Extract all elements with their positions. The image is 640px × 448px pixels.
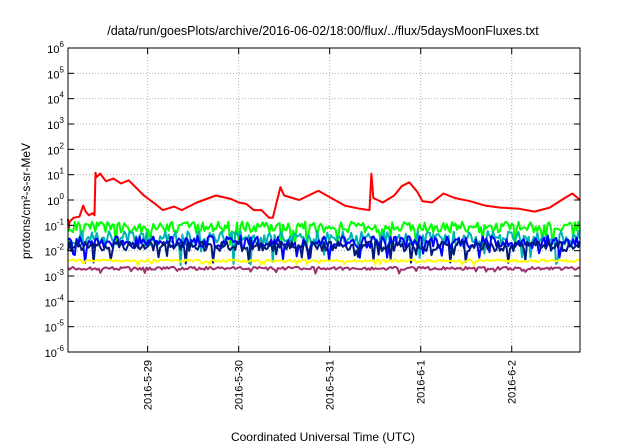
x-tick-label: 2016-5-31: [325, 360, 337, 410]
y-tick-label: 101: [47, 167, 64, 183]
x-tick-label: 2016-6-2: [507, 360, 519, 404]
series-layer: [67, 171, 581, 275]
y-tick-labels: 106 105 104 103 102 101 100 10-1 10-2 10-3 10-4 10-…: [45, 40, 65, 360]
series-line-5: [67, 258, 581, 267]
y-axis-label: protons/cm²-s-sr-MeV: [19, 143, 33, 259]
x-axis-label: Coordinated Universal Time (UTC): [231, 430, 415, 444]
y-tick-label: 103: [47, 116, 64, 132]
series-line-4: [67, 240, 581, 265]
y-tick-label: 102: [47, 141, 64, 157]
grid: [68, 48, 580, 352]
y-tick-label: 10-3: [45, 268, 65, 284]
x-tick-labels: 2016-5-29 2016-5-30 2016-5-31 2016-6-1 2016-…: [143, 360, 519, 410]
plot-frame: [67, 47, 581, 353]
y-tick-label: 106: [47, 40, 64, 56]
axes: [67, 47, 581, 353]
y-tick-label: 10-6: [45, 344, 65, 360]
chart-title: /data/run/goesPlots/archive/2016-06-02/1…: [107, 24, 539, 38]
y-tick-label: 10-5: [45, 319, 65, 335]
y-tick-label: 104: [47, 91, 64, 107]
series-line-1: [67, 220, 581, 248]
y-tick-label: 10-4: [45, 293, 65, 309]
y-tick-label: 10-1: [45, 217, 65, 233]
series-line-6: [67, 265, 581, 275]
series-line-0: [67, 171, 581, 232]
series-line-2: [67, 230, 581, 267]
x-tick-label: 2016-6-1: [416, 360, 428, 404]
x-tick-label: 2016-5-30: [234, 360, 246, 410]
y-tick-label: 100: [47, 192, 64, 208]
x-tick-label: 2016-5-29: [143, 360, 155, 410]
y-tick-label: 105: [47, 65, 64, 81]
y-tick-label: 10-2: [45, 243, 65, 259]
series-line-3: [67, 234, 581, 264]
